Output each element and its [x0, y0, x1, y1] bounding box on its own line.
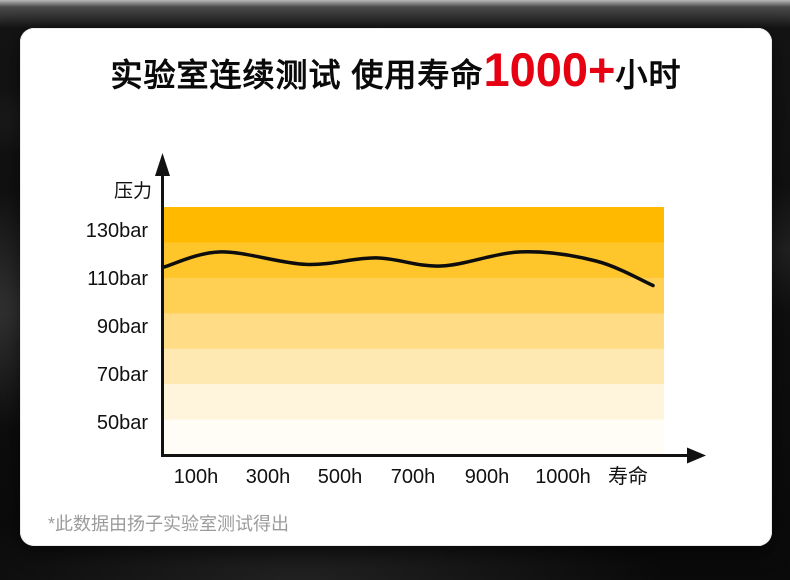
y-tick-label: 50bar	[96, 412, 148, 434]
x-tick-label: 900h	[464, 466, 510, 488]
y-axis-arrow-icon	[155, 153, 170, 176]
title-prefix: 实验室连续测试 使用寿命	[110, 57, 484, 93]
y-tick-label: 110bar	[87, 268, 148, 290]
y-axis-line	[161, 168, 164, 456]
chart-canvas	[155, 153, 706, 464]
x-tick-label: 500h	[317, 466, 363, 488]
y-axis-title: 压力	[113, 181, 152, 202]
gradient-band	[164, 207, 664, 243]
gradient-band	[164, 348, 664, 385]
x-axis-arrow-icon	[687, 447, 706, 464]
x-tick-label: 寿命	[608, 466, 648, 488]
gradient-band	[164, 313, 664, 350]
gradient-band	[164, 242, 664, 279]
gradient-band	[164, 277, 664, 314]
x-tick-label: 700h	[390, 466, 436, 488]
y-tick-label: 70bar	[96, 364, 148, 386]
x-axis-line	[161, 454, 689, 457]
x-tick-label: 100h	[173, 466, 219, 488]
y-tick-label: 90bar	[96, 316, 148, 338]
gradient-band	[164, 419, 664, 456]
page-title: 实验室连续测试 使用寿命1000+小时	[20, 42, 772, 97]
footnote: *此数据由扬子实验室测试得出	[48, 514, 290, 534]
y-tick-label: 130bar	[85, 220, 148, 242]
pressure-lifetime-chart: 压力 130bar 110bar 90bar 70bar 50bar 100h 300h 50…	[20, 28, 772, 546]
gradient-band	[164, 384, 664, 421]
title-suffix: 小时	[615, 57, 682, 93]
title-highlight-hours: 1000+	[483, 43, 616, 96]
x-tick-label: 300h	[245, 466, 291, 488]
content-card: 实验室连续测试 使用寿命1000+小时 压力 130bar 110bar 90bar…	[20, 28, 772, 546]
x-tick-label: 1000h	[535, 466, 591, 488]
pressure-curve	[162, 250, 655, 288]
